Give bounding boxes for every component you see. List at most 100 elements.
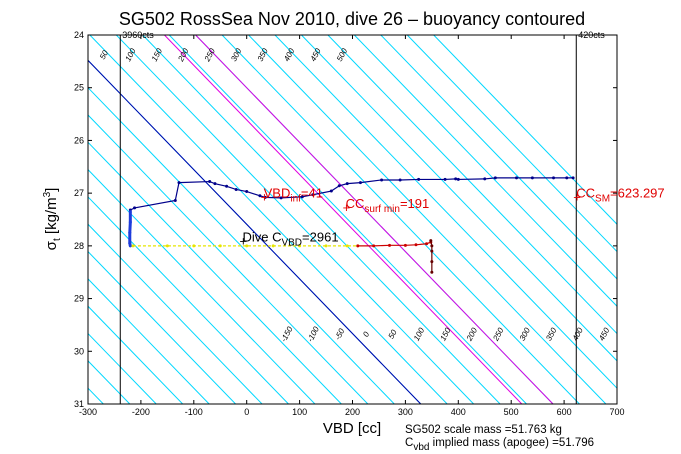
y-axis-label-unit: [kg/m bbox=[43, 197, 60, 238]
data-point bbox=[279, 196, 283, 200]
data-point bbox=[456, 177, 460, 181]
data-point bbox=[425, 242, 429, 246]
contour-line bbox=[327, 35, 617, 335]
y-tick-label: 27 bbox=[74, 188, 84, 198]
y-tick-label: 26 bbox=[74, 135, 84, 145]
contour-line bbox=[88, 86, 395, 404]
data-point bbox=[388, 243, 392, 247]
contour-line bbox=[88, 141, 342, 404]
contour-label: 0 bbox=[361, 330, 371, 339]
data-point bbox=[258, 194, 262, 198]
data-point bbox=[403, 243, 407, 247]
data-point bbox=[493, 176, 497, 180]
contour-line bbox=[88, 114, 369, 404]
data-point bbox=[234, 187, 238, 191]
annotation-marker: + bbox=[239, 234, 247, 249]
annotation-tail: =41 bbox=[301, 185, 323, 200]
contour-line bbox=[115, 35, 475, 404]
data-point bbox=[356, 244, 360, 248]
data-point bbox=[128, 244, 132, 248]
data-point bbox=[311, 193, 315, 197]
annotation-tail: =2961 bbox=[302, 230, 339, 245]
chart-title: SG502 RossSea Nov 2010, dive 26 – buoyan… bbox=[119, 9, 585, 29]
contour-line bbox=[88, 196, 289, 404]
data-point bbox=[128, 210, 132, 214]
contour-line bbox=[88, 223, 263, 404]
data-point bbox=[454, 177, 458, 181]
y-axis-label-main: σ bbox=[43, 240, 60, 250]
data-point bbox=[218, 244, 222, 248]
data-point bbox=[430, 249, 434, 253]
data-point bbox=[245, 244, 249, 248]
contour-line bbox=[88, 305, 184, 404]
contour-line bbox=[88, 332, 157, 404]
x-axis-label: VBD [cc] bbox=[323, 420, 381, 437]
data-point bbox=[192, 244, 196, 248]
y-tick-label: 31 bbox=[74, 399, 84, 409]
data-point bbox=[514, 176, 518, 180]
data-point bbox=[128, 231, 132, 235]
x-tick-label: 200 bbox=[345, 407, 360, 417]
contour-line bbox=[248, 35, 607, 404]
data-point bbox=[329, 189, 333, 193]
axes: -300 -200 -100 0 100 200 300 400 500 600 700242526… bbox=[74, 30, 625, 417]
data-point bbox=[443, 177, 447, 181]
data-point bbox=[417, 177, 421, 181]
y-axis-label-sub: t bbox=[52, 238, 63, 241]
footer-implied-mass: Cvbd implied mass (apogee) =51.796 bbox=[405, 437, 594, 453]
annotation-main: CC bbox=[576, 185, 595, 200]
data-point bbox=[128, 220, 132, 224]
annotation-main: CC bbox=[346, 196, 365, 211]
data-point bbox=[337, 184, 341, 188]
x-tick-label: 700 bbox=[609, 407, 624, 417]
data-point bbox=[483, 177, 487, 181]
data-point bbox=[430, 260, 434, 264]
data-point bbox=[571, 176, 575, 180]
y-tick-label: 25 bbox=[74, 83, 84, 93]
data-point bbox=[128, 241, 132, 245]
annotation-sub: surf min bbox=[364, 204, 400, 215]
annotation-tail: =623.297 bbox=[610, 185, 665, 200]
data-point bbox=[380, 178, 384, 182]
footer-implied-mass-tail: implied mass (apogee) =51.796 bbox=[429, 437, 594, 449]
annotation-marker: + bbox=[343, 200, 351, 215]
data-point bbox=[225, 184, 229, 188]
x-tick-label: 300 bbox=[398, 407, 413, 417]
y-tick-label: 30 bbox=[74, 346, 84, 356]
data-point bbox=[565, 176, 569, 180]
data-point bbox=[429, 239, 433, 243]
data-point bbox=[263, 195, 267, 199]
footer-scale-mass: SG502 scale mass =51.763 kg bbox=[405, 424, 562, 436]
x-tick-label: -100 bbox=[185, 407, 203, 417]
y-axis-label: σt [kg/m3] bbox=[42, 188, 63, 251]
annotation-marker: + bbox=[573, 189, 581, 204]
data-point bbox=[177, 181, 181, 185]
contour-line bbox=[353, 35, 617, 307]
contour-line bbox=[301, 35, 617, 362]
data-point bbox=[430, 270, 434, 274]
contour-line bbox=[142, 35, 501, 404]
data-point bbox=[414, 243, 418, 247]
data-point bbox=[398, 178, 402, 182]
contour-line bbox=[274, 35, 617, 389]
contour-line bbox=[406, 35, 617, 253]
data-point bbox=[430, 244, 434, 248]
annotation-tail: =191 bbox=[400, 196, 429, 211]
x-tick-label: 100 bbox=[292, 407, 307, 417]
data-point bbox=[300, 195, 304, 199]
x-tick-label: 400 bbox=[451, 407, 466, 417]
x-tick-label: 600 bbox=[557, 407, 572, 417]
annotation-label: CCSM=623.297 bbox=[576, 185, 664, 204]
y-tick-label: 28 bbox=[74, 241, 84, 251]
data-point bbox=[298, 244, 302, 248]
contour-line bbox=[380, 35, 617, 280]
y-axis-label-sup: 3 bbox=[42, 191, 53, 197]
data-point bbox=[245, 190, 249, 194]
contour-line-magenta bbox=[195, 35, 554, 404]
data-point bbox=[552, 176, 556, 180]
data-point bbox=[358, 181, 362, 185]
data-point bbox=[271, 244, 275, 248]
y-tick-label: 24 bbox=[74, 30, 84, 40]
data-point bbox=[530, 176, 534, 180]
data-point bbox=[165, 244, 169, 248]
